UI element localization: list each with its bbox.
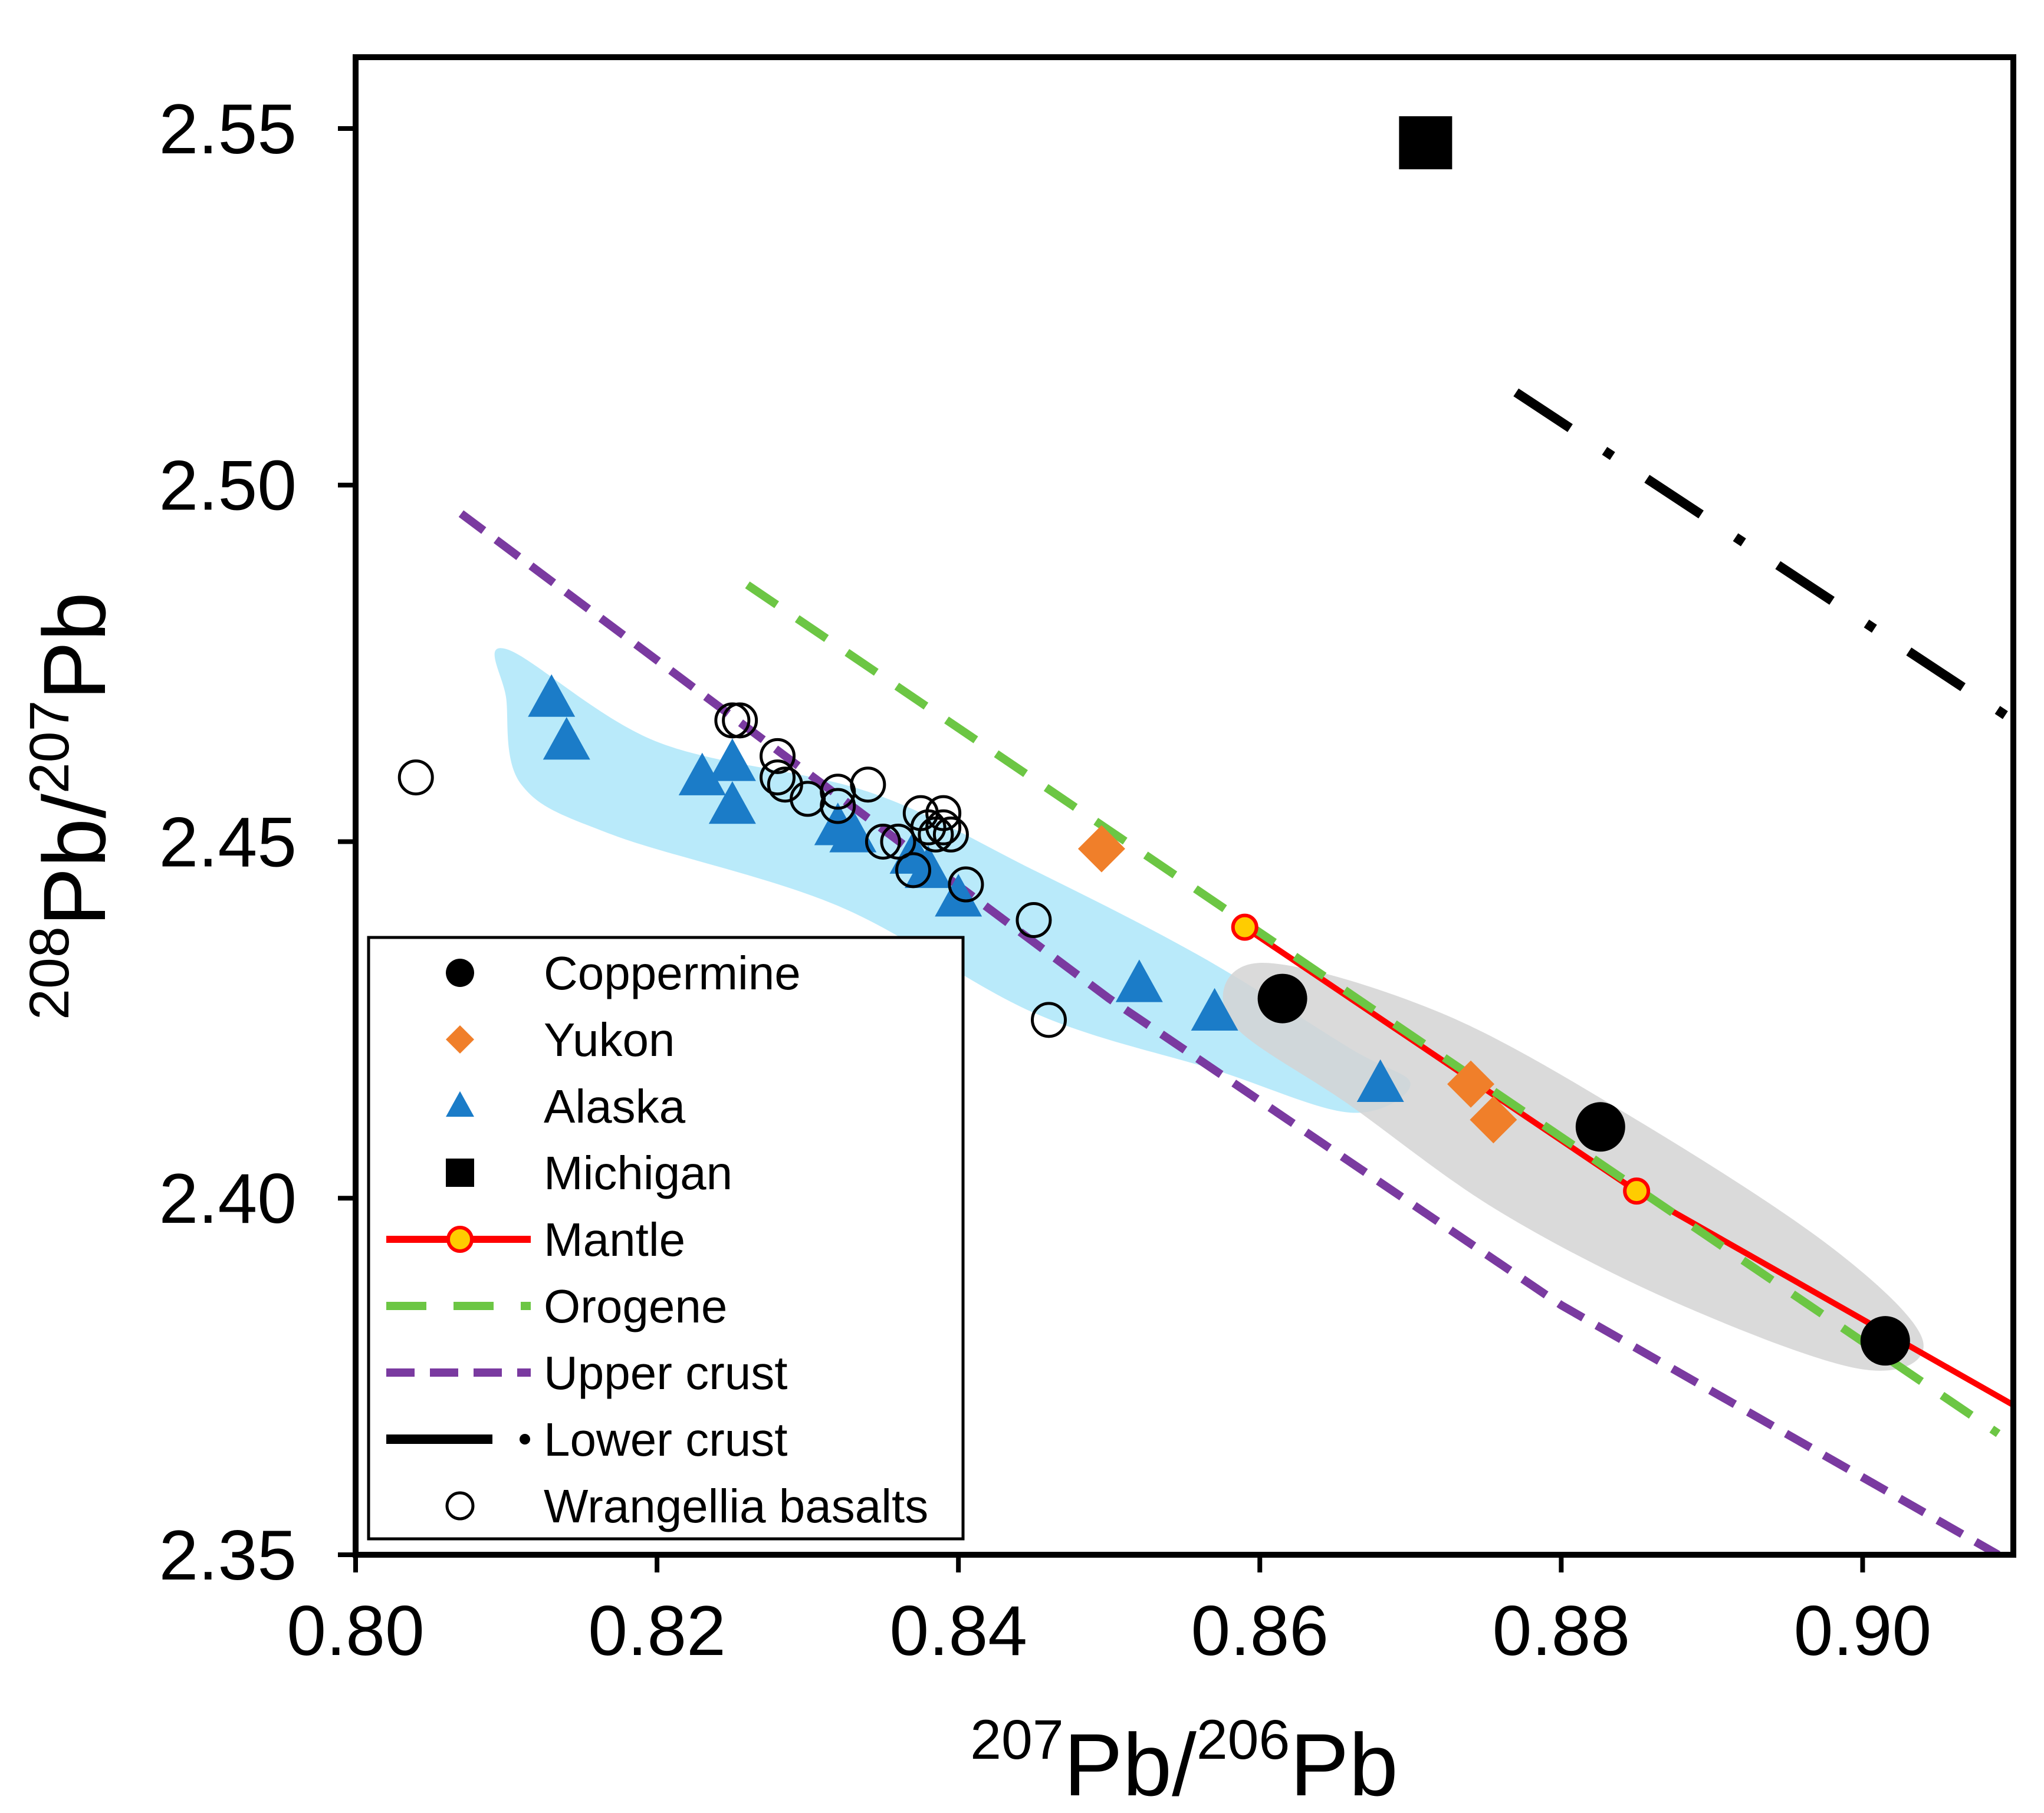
x-axis-label-sup2: 206: [1197, 1709, 1290, 1771]
alaska-point: [678, 752, 726, 795]
legend-label: Coppermine: [544, 947, 801, 999]
wrangellia-basalts-point: [895, 852, 932, 889]
x-tick-label: 0.80: [287, 1591, 425, 1670]
legend-entry-wrangellia-basalts: Wrangellia basalts: [445, 1480, 928, 1532]
wrangellia-basalts-point: [1031, 1002, 1067, 1038]
coppermine-point: [1575, 1102, 1625, 1152]
y-tick-label: 2.50: [159, 446, 297, 525]
legend-entries: Coppermine Yukon Alaska Michigan Mantle Oroge…: [386, 947, 928, 1532]
legend-label: Upper crust: [544, 1347, 787, 1399]
y-axis-label-base1: Pb/: [25, 794, 124, 926]
legend-entry-orogene: Orogene: [386, 1280, 727, 1332]
wrangellia-basalts-point: [925, 795, 962, 831]
wrangellia-basalts-point: [714, 702, 751, 739]
legend-symbol-square: [446, 1159, 474, 1187]
alaska-point: [1356, 1059, 1404, 1102]
wrangellia-basalts-point: [925, 809, 962, 845]
alaska-point: [1191, 988, 1238, 1031]
x-axis-label-base2: Pb: [1290, 1715, 1398, 1813]
mantle-marker: [1231, 913, 1258, 941]
wrangellia-basalts-point: [918, 816, 954, 853]
upper-crust-line: [458, 510, 2000, 1555]
legend-entry-mantle: Mantle: [386, 1213, 685, 1266]
legend-symbol-open-circle: [445, 1491, 475, 1521]
legend-label: Mantle: [544, 1213, 685, 1266]
legend-symbol-marker: [446, 1226, 474, 1253]
legend-entry-coppermine: Coppermine: [446, 947, 801, 999]
lower-crust-line: [1513, 388, 2013, 725]
legend-label: Lower crust: [544, 1413, 787, 1466]
wrangellia-basalts-point: [820, 788, 856, 824]
legend-entry-upper-crust: Upper crust: [386, 1347, 787, 1399]
wrangellia-basalts-point: [760, 759, 796, 796]
legend-label: Yukon: [544, 1014, 675, 1066]
legend-entry-yukon: Yukon: [446, 1014, 675, 1066]
wrangellia-basalts-point: [948, 866, 984, 903]
y-tick-label: 2.40: [159, 1159, 297, 1238]
orogene-line: [745, 581, 2001, 1437]
legend-label: Alaska: [544, 1080, 686, 1133]
wrangellia-basalts-point: [932, 816, 969, 853]
legend-entry-michigan: Michigan: [446, 1147, 732, 1199]
wrangellia-basalts-point: [880, 823, 916, 860]
legend-symbol-dot: [520, 1434, 530, 1445]
y-tick-label: 2.45: [159, 802, 297, 881]
wrangellia-basalts-point: [865, 823, 901, 860]
y-axis-label-base2: Pb: [25, 592, 124, 700]
legend-label: Wrangellia basalts: [544, 1480, 928, 1532]
x-tick-label: 0.84: [889, 1591, 1027, 1670]
points-layer: [397, 116, 1910, 1366]
wrangellia-basalts-point: [850, 766, 886, 803]
ticks-layer: 0.80 0.82 0.84 0.86 0.88 0.90 2.35 2.40 2.45 2.50…: [159, 90, 1931, 1670]
alaska-point: [935, 874, 982, 917]
alaska-point: [708, 738, 756, 781]
mantle-marker: [1623, 1177, 1651, 1205]
y-tick-label: 2.55: [159, 90, 297, 169]
x-axis-label: 207Pb/206Pb: [970, 1709, 1398, 1813]
legend: Coppermine Yukon Alaska Michigan Mantle Oroge…: [367, 936, 965, 1541]
wrangellia-basalts-point: [790, 781, 826, 817]
x-axis-label-sup1: 207: [970, 1709, 1064, 1771]
wrangellia-basalts-point: [1016, 902, 1052, 939]
wrangellia-basalts-point: [722, 702, 758, 739]
legend-entry-alaska: Alaska: [446, 1080, 686, 1133]
y-axis-label: 208Pb/207Pb: [18, 592, 124, 1020]
y-tick-label: 2.35: [159, 1516, 297, 1595]
michigan-point: [1399, 116, 1453, 170]
yukon-point: [1470, 1096, 1517, 1144]
y-axis-label-sup2: 207: [18, 700, 81, 794]
legend-entry-lower-crust: Lower crust: [386, 1413, 787, 1466]
legend-symbol-diamond: [446, 1025, 474, 1054]
legend-symbol-circle: [446, 959, 474, 987]
alaska-point: [1115, 959, 1163, 1002]
x-axis-label-base1: Pb/: [1064, 1715, 1197, 1813]
legend-label: Michigan: [544, 1147, 732, 1199]
wrangellia-basalts-point: [760, 738, 796, 774]
plot-frame: [353, 54, 2016, 1558]
x-tick-label: 0.82: [588, 1591, 726, 1670]
legend-label: Orogene: [544, 1280, 727, 1332]
alaska-point: [829, 810, 877, 853]
x-tick-label: 0.90: [1794, 1591, 1932, 1670]
alaska-point: [708, 781, 756, 824]
alaska-point: [528, 674, 576, 717]
alaska-point: [543, 717, 590, 760]
coppermine-point: [1860, 1316, 1910, 1366]
yukon-point: [1077, 825, 1125, 873]
yukon-point: [1447, 1060, 1495, 1108]
y-axis-label-sup1: 208: [18, 926, 81, 1020]
x-tick-label: 0.86: [1191, 1591, 1329, 1670]
coppermine-point: [1257, 973, 1307, 1024]
legend-symbol-triangle: [446, 1091, 474, 1117]
wrangellia-basalts-point: [397, 759, 434, 796]
x-tick-label: 0.88: [1493, 1591, 1631, 1670]
